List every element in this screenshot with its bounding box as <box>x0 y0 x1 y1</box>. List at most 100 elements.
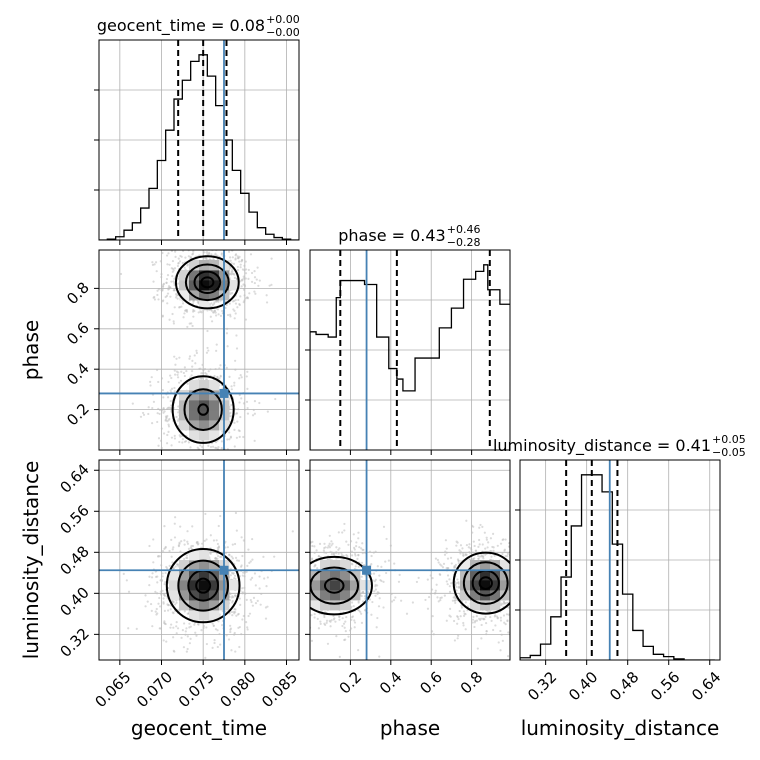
sample-point <box>149 380 152 383</box>
sample-point <box>175 625 178 628</box>
sample-point <box>183 374 186 378</box>
density-cell <box>209 290 220 301</box>
sample-point <box>147 406 150 409</box>
sample-point <box>152 280 155 283</box>
sample-point <box>200 463 202 465</box>
sample-point <box>209 551 212 554</box>
sample-point <box>273 555 276 558</box>
sample-point <box>166 396 170 399</box>
sample-point <box>221 309 224 313</box>
sample-point <box>415 580 419 584</box>
sample-point <box>233 421 236 425</box>
sample-point <box>462 610 466 613</box>
sample-point <box>173 390 176 393</box>
sample-point <box>478 555 481 558</box>
sample-point <box>505 601 508 605</box>
sample-point <box>464 601 467 604</box>
sample-point <box>529 582 531 584</box>
sample-point <box>164 546 167 549</box>
sample-point <box>242 275 245 278</box>
sample-point <box>540 605 542 607</box>
sample-point <box>237 626 240 629</box>
sample-point <box>170 436 174 439</box>
sample-point <box>330 544 333 547</box>
sample-point <box>307 594 309 596</box>
panel-content <box>99 40 299 240</box>
sample-point <box>355 545 358 548</box>
sample-point <box>223 452 225 454</box>
sample-point <box>426 578 429 581</box>
sample-point <box>294 578 296 580</box>
sample-point <box>151 263 154 266</box>
sample-point <box>231 268 234 271</box>
sample-point <box>360 561 364 564</box>
density-cell <box>179 570 190 581</box>
density-cell <box>189 570 200 581</box>
density-cell <box>500 580 510 591</box>
sample-point <box>361 542 364 545</box>
sample-point <box>235 614 238 617</box>
sample-point <box>226 327 229 330</box>
sample-point <box>229 259 232 262</box>
sample-point <box>323 622 326 625</box>
sample-point <box>337 552 340 555</box>
sample-point <box>344 638 347 641</box>
sample-point <box>161 589 164 592</box>
sample-point <box>151 422 154 425</box>
sample-point <box>188 452 190 454</box>
sample-point <box>195 351 198 355</box>
sample-point <box>157 298 160 301</box>
sample-point <box>203 539 206 542</box>
sample-point <box>507 613 510 616</box>
sample-point <box>525 580 527 582</box>
sample-point <box>160 275 163 279</box>
sample-point <box>341 531 344 534</box>
sample-point <box>238 435 241 438</box>
sample-point <box>376 584 379 587</box>
sample-point <box>307 561 309 563</box>
sample-point <box>480 637 483 640</box>
sample-point <box>243 299 246 302</box>
sample-point <box>231 543 234 546</box>
sample-point <box>250 280 254 283</box>
sample-point <box>173 434 176 437</box>
sample-point <box>319 620 322 623</box>
sample-point <box>183 266 186 269</box>
sample-point <box>516 594 518 596</box>
sample-point <box>167 423 170 426</box>
sample-point <box>215 557 218 561</box>
sample-point <box>178 260 182 263</box>
sample-point <box>233 384 236 387</box>
x-tick-label: 0.065 <box>91 668 134 711</box>
sample-point <box>173 437 177 440</box>
sample-point <box>214 254 218 257</box>
sample-point <box>243 269 246 272</box>
sample-point <box>178 434 181 437</box>
sample-point <box>239 266 242 269</box>
sample-point <box>203 251 206 254</box>
contour <box>174 255 240 310</box>
sample-point <box>517 569 519 571</box>
sample-point <box>212 539 216 542</box>
sample-point <box>541 593 543 595</box>
sample-point <box>164 295 167 299</box>
sample-point <box>501 538 504 542</box>
sample-point <box>521 581 523 583</box>
sample-point <box>457 581 460 584</box>
density-cell <box>199 270 210 281</box>
sample-point <box>233 276 237 280</box>
sample-point <box>334 552 338 555</box>
y-tick-label: 0.64 <box>56 460 92 496</box>
sample-point <box>437 561 440 564</box>
sample-point <box>499 629 502 633</box>
sample-point <box>448 578 451 581</box>
sample-point <box>284 562 286 564</box>
sample-point <box>159 439 163 442</box>
sample-point <box>449 556 453 559</box>
sample-point <box>155 270 158 273</box>
sample-point <box>195 634 198 637</box>
density-cell <box>480 570 491 581</box>
sample-point <box>150 376 153 379</box>
sample-point <box>154 590 157 593</box>
sample-point <box>301 573 303 575</box>
